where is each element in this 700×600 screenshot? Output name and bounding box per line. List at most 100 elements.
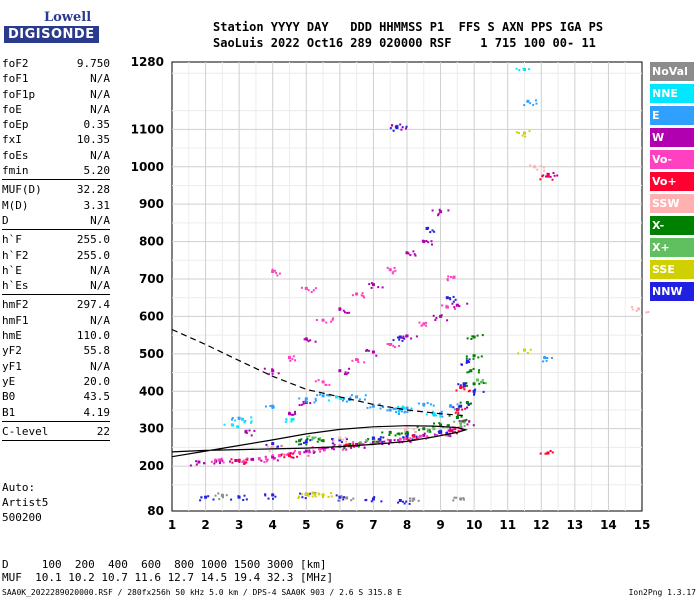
echo-speckle [244,458,247,461]
echo-speckle [369,442,372,445]
echo-speckle [401,336,404,339]
header-values: SaoLuis 2022 Oct16 289 020000 RSF 1 715 … [213,36,596,50]
echo-point [371,350,375,354]
param-value: N/A [90,72,110,86]
legend-item-x-: X+ [650,238,694,257]
y-tick-label: 800 [139,235,164,249]
param-value: N/A [90,313,110,327]
echo-point [204,495,208,499]
echo-speckle [388,434,391,436]
echo-point [455,416,459,419]
echo-speckle [432,314,435,317]
echo-point [422,427,426,431]
echo-speckle [234,419,237,422]
param-divider [2,179,110,181]
legend-item-vo-: Vo- [650,150,694,169]
echo-speckle [635,309,638,312]
legend-item-e: E [650,106,694,125]
echo-speckle [431,410,434,413]
echo-speckle [386,409,389,412]
param-row: hmF2 297.4 [2,297,110,312]
echo-speckle [465,357,468,360]
echo-speckle [409,497,412,500]
param-value: N/A [90,263,110,277]
param-value: 22 [96,424,110,438]
echo-speckle [272,458,275,461]
echo-speckle [230,498,233,501]
echo-speckle [317,379,320,382]
echo-point [304,397,308,401]
logo-line1: Lowell [44,10,92,25]
echo-speckle [366,406,369,409]
echo-point [345,443,349,447]
echo-point [304,449,308,453]
echo-point [472,389,476,393]
param-value: 32.28 [76,183,110,197]
echo-speckle [307,289,310,292]
legend-item-nnw: NNW [650,282,694,301]
param-value: 0.35 [83,118,111,132]
echo-speckle [203,462,206,465]
echo-speckle [403,337,406,340]
param-row: MUF(D) 32.28 [2,182,110,197]
param-value: 3.31 [83,198,111,212]
param-name: foF1 [2,72,29,86]
param-value: 20.0 [83,374,111,388]
echo-speckle [545,359,548,362]
echo-speckle [392,339,395,342]
echo-speckle [214,458,217,461]
echo-point [271,455,275,459]
echo-point [298,439,302,443]
echo-speckle [515,131,518,134]
echo-speckle [386,343,389,345]
echo-speckle [461,408,464,411]
echo-speckle [529,348,532,351]
echo-speckle [415,435,418,438]
echo-point [355,395,359,399]
echo-speckle [551,451,554,454]
echo-speckle [294,410,296,413]
echo-speckle [545,175,547,178]
echo-point [398,335,402,339]
echo-point [311,491,315,495]
echo-speckle [350,499,353,502]
echo-speckle [405,125,408,128]
echo-speckle [391,124,394,127]
echo-speckle [478,382,481,385]
y-tick-label: 300 [139,422,164,436]
echo-speckle [339,397,342,400]
echo-speckle [210,460,213,463]
echo-speckle [319,393,321,396]
echo-point [291,417,295,421]
echo-speckle [466,302,469,305]
echo-speckle [459,401,462,404]
echo-speckle [322,496,324,498]
echo-point [298,451,302,455]
echo-speckle [328,383,331,386]
auto-line3: 500200 [2,511,42,524]
echo-point [546,451,550,455]
echo-speckle [477,356,480,359]
echo-speckle [218,498,221,501]
echo-speckle [265,405,267,408]
echo-speckle [304,497,307,500]
echo-speckle [381,440,384,443]
echo-point [371,404,375,408]
echo-point [321,394,325,398]
echo-speckle [312,289,315,292]
echo-speckle [392,344,395,347]
echo-speckle [447,434,450,437]
echo-point [371,441,375,444]
echo-speckle [453,306,456,309]
echo-speckle [439,415,442,418]
echo-point [405,427,409,431]
echo-speckle [466,371,469,374]
param-name: hmE [2,329,22,343]
param-row: B1 4.19 [2,405,110,420]
echo-point [217,458,221,462]
echo-speckle [457,412,460,415]
echo-speckle [314,287,317,290]
echo-point [348,442,352,446]
echo-speckle [287,453,290,455]
y-tick-label: 900 [139,197,164,211]
